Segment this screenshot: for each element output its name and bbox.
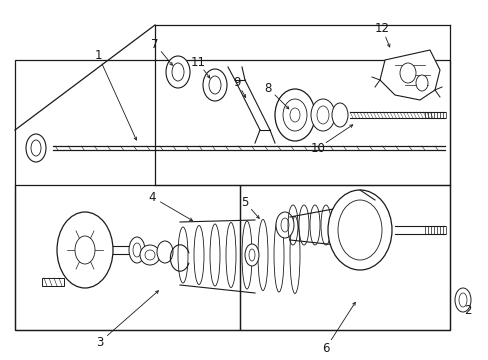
Ellipse shape bbox=[140, 245, 160, 265]
Bar bbox=[42, 278, 64, 286]
Ellipse shape bbox=[172, 63, 183, 81]
Text: 10: 10 bbox=[310, 141, 325, 154]
Ellipse shape bbox=[310, 99, 334, 131]
Ellipse shape bbox=[165, 56, 190, 88]
Ellipse shape bbox=[275, 212, 293, 238]
Ellipse shape bbox=[415, 75, 427, 91]
Ellipse shape bbox=[157, 241, 173, 263]
Ellipse shape bbox=[26, 134, 46, 162]
Ellipse shape bbox=[331, 103, 347, 127]
Text: 9: 9 bbox=[233, 76, 240, 89]
Text: 6: 6 bbox=[322, 342, 329, 355]
Ellipse shape bbox=[283, 99, 306, 131]
Text: 12: 12 bbox=[374, 22, 389, 35]
Ellipse shape bbox=[203, 69, 226, 101]
Ellipse shape bbox=[129, 237, 145, 263]
Ellipse shape bbox=[31, 140, 41, 156]
Ellipse shape bbox=[208, 76, 221, 94]
Text: 1: 1 bbox=[94, 49, 102, 62]
Ellipse shape bbox=[145, 250, 155, 260]
Ellipse shape bbox=[337, 200, 381, 260]
Bar bbox=[15, 185, 240, 330]
Ellipse shape bbox=[327, 190, 391, 270]
Ellipse shape bbox=[244, 244, 259, 266]
Ellipse shape bbox=[289, 108, 299, 122]
Ellipse shape bbox=[248, 249, 254, 261]
Text: 8: 8 bbox=[264, 81, 271, 95]
Ellipse shape bbox=[454, 288, 470, 312]
Polygon shape bbox=[379, 50, 439, 100]
Ellipse shape bbox=[399, 63, 415, 83]
Ellipse shape bbox=[316, 106, 328, 124]
Ellipse shape bbox=[458, 293, 466, 307]
Ellipse shape bbox=[57, 212, 113, 288]
Ellipse shape bbox=[133, 243, 141, 257]
Bar bbox=[15, 60, 449, 330]
Text: 3: 3 bbox=[96, 336, 103, 348]
Ellipse shape bbox=[274, 89, 314, 141]
Text: 5: 5 bbox=[241, 195, 248, 208]
Text: 4: 4 bbox=[148, 190, 156, 203]
Text: 7: 7 bbox=[151, 37, 159, 50]
Ellipse shape bbox=[75, 236, 95, 264]
Text: 11: 11 bbox=[190, 55, 205, 68]
Bar bbox=[240, 185, 449, 330]
Text: 2: 2 bbox=[463, 303, 471, 316]
Ellipse shape bbox=[281, 218, 288, 232]
